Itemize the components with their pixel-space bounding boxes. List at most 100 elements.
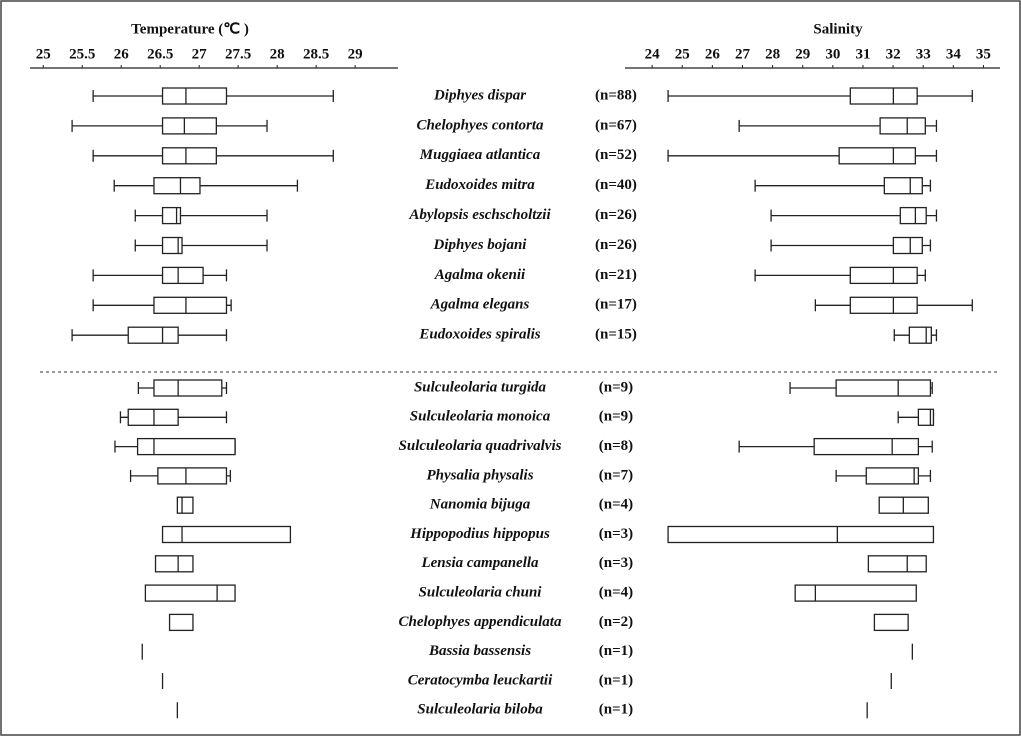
box (917, 408, 935, 426)
box (865, 467, 920, 485)
n-label: (n=7) (599, 467, 633, 483)
x-tick-label: 29 (348, 46, 363, 62)
box (153, 296, 228, 314)
n-label: (n=52) (595, 147, 637, 163)
species-label: Abylopsis eschscholtzii (408, 207, 551, 223)
species-label: Diphyes bojani (433, 237, 528, 253)
species-label: Sulculeolaria turgida (414, 379, 547, 395)
species-label: Eudoxoides spiralis (418, 327, 540, 343)
box (161, 87, 228, 105)
box (136, 437, 236, 456)
box (892, 236, 923, 255)
x-tick-label: 30 (825, 46, 840, 62)
panel-title: Salinity (813, 21, 863, 37)
species-label: Sulculeolaria chuni (419, 585, 543, 601)
box (154, 555, 194, 573)
box (879, 117, 926, 135)
box (838, 147, 917, 165)
box (144, 584, 236, 602)
x-tick-label: 25.5 (69, 46, 95, 62)
box (873, 613, 909, 632)
n-label: (n=4) (599, 497, 633, 513)
species-label: Sulculeolaria monoica (410, 409, 551, 425)
species-label: Lensia campanella (420, 555, 539, 571)
n-label: (n=17) (595, 297, 637, 313)
box (667, 525, 935, 544)
n-label: (n=26) (595, 207, 637, 223)
n-label: (n=1) (599, 702, 633, 718)
x-tick-label: 28 (765, 46, 780, 62)
n-label: (n=21) (595, 267, 637, 283)
species-label: Chelophyes contorta (416, 117, 544, 133)
box (899, 206, 927, 225)
species-label: Diphyes dispar (433, 87, 526, 103)
species-label: Ceratocymba leuckartii (408, 672, 553, 688)
x-tick-label: 28.5 (303, 46, 329, 62)
x-tick-label: 25 (36, 46, 51, 62)
box (161, 525, 292, 544)
x-tick-label: 26.5 (147, 46, 173, 62)
x-tick-label: 31 (855, 46, 870, 62)
x-tick-label: 24 (645, 46, 661, 62)
species-label: Nanomia bijuga (429, 497, 531, 513)
box (127, 326, 179, 344)
box (867, 555, 927, 573)
n-label: (n=9) (599, 409, 633, 425)
box (161, 147, 217, 165)
x-tick-label: 32 (886, 46, 901, 62)
x-tick-label: 35 (976, 46, 991, 62)
box (835, 379, 932, 397)
x-tick-label: 28 (270, 46, 285, 62)
n-label: (n=1) (599, 643, 633, 659)
x-tick-label: 34 (946, 46, 962, 62)
n-label: (n=9) (599, 379, 633, 395)
n-label: (n=26) (595, 237, 637, 253)
x-tick-label: 25 (675, 46, 690, 62)
n-label: (n=2) (599, 614, 633, 630)
x-tick-label: 26 (705, 46, 721, 62)
box (161, 206, 182, 225)
species-label: Sulculeolaria biloba (417, 702, 543, 718)
box (127, 408, 179, 426)
n-label: (n=3) (599, 555, 633, 571)
box (849, 266, 918, 285)
species-label: Agalma okenii (434, 267, 526, 283)
species-label: Muggiaea atlantica (419, 147, 541, 163)
n-label: (n=3) (599, 526, 633, 542)
x-tick-label: 27.5 (225, 46, 251, 62)
n-label: (n=40) (595, 177, 637, 193)
n-label: (n=88) (595, 87, 637, 103)
box (168, 613, 194, 632)
box (849, 87, 918, 105)
box (813, 437, 920, 456)
n-label: (n=15) (595, 327, 637, 343)
species-label: Chelophyes appendiculata (399, 614, 562, 630)
species-label: Agalma elegans (430, 297, 530, 313)
species-label: Hippopodius hippopus (409, 526, 550, 542)
n-label: (n=4) (599, 585, 633, 601)
box (153, 177, 201, 195)
box (153, 379, 223, 397)
box (794, 584, 917, 602)
species-label: Sulculeolaria quadrivalvis (399, 438, 562, 454)
panel-title: Temperature (℃ ) (131, 21, 249, 37)
box (908, 326, 932, 344)
n-label: (n=67) (595, 117, 637, 133)
box (176, 496, 194, 514)
n-label: (n=1) (599, 672, 633, 688)
x-tick-label: 29 (795, 46, 810, 62)
species-label: Physalia physalis (426, 467, 533, 483)
species-label: Eudoxoides mitra (424, 177, 535, 193)
x-tick-label: 27 (192, 46, 208, 62)
box (161, 236, 183, 255)
species-label: Bassia bassensis (428, 643, 531, 659)
box (161, 266, 204, 285)
x-tick-label: 27 (735, 46, 751, 62)
box (849, 296, 918, 314)
x-tick-label: 33 (916, 46, 931, 62)
box (883, 177, 923, 195)
box (157, 467, 228, 485)
box (161, 117, 217, 135)
n-label: (n=8) (599, 438, 633, 454)
